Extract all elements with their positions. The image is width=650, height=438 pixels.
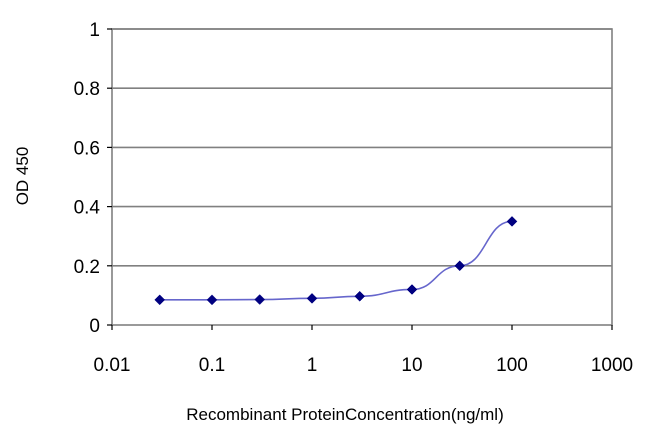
x-axis-ticks: 0.01 0.1 1 10 100 1000 xyxy=(94,325,633,376)
y-tick-label: 0.2 xyxy=(74,257,100,278)
data-point-marker xyxy=(254,294,266,305)
x-tick-label: 10 xyxy=(401,355,422,376)
x-tick-label: 0.1 xyxy=(199,355,225,376)
data-point-marker xyxy=(354,290,366,302)
y-axis-title: OD 450 xyxy=(13,147,32,206)
x-tick-label: 0.01 xyxy=(94,355,131,376)
plot-area xyxy=(111,28,613,326)
y-tick-label: 0.6 xyxy=(74,138,100,159)
y-tick-label: 1 xyxy=(89,20,100,41)
y-tick-label: 0.4 xyxy=(74,198,101,219)
x-tick-label: 1000 xyxy=(591,355,633,376)
plot-frame xyxy=(111,28,613,326)
series-layer xyxy=(154,216,518,306)
data-point-marker xyxy=(306,293,318,304)
data-point-marker xyxy=(206,294,218,306)
plot-background xyxy=(112,29,612,325)
data-point-marker xyxy=(406,284,418,295)
data-point-marker xyxy=(454,260,466,272)
y-axis-ticks: 0 0.2 0.4 0.6 0.8 1 xyxy=(74,20,112,337)
y-tick-label: 0 xyxy=(89,316,100,337)
y-tick-label: 0.8 xyxy=(74,79,100,100)
data-point-marker xyxy=(154,294,166,306)
data-point-marker xyxy=(506,216,518,227)
x-tick-label: 1 xyxy=(307,355,318,376)
x-tick-label: 100 xyxy=(496,355,528,376)
x-axis-title: Recombinant ProteinConcentration(ng/ml) xyxy=(186,405,504,424)
